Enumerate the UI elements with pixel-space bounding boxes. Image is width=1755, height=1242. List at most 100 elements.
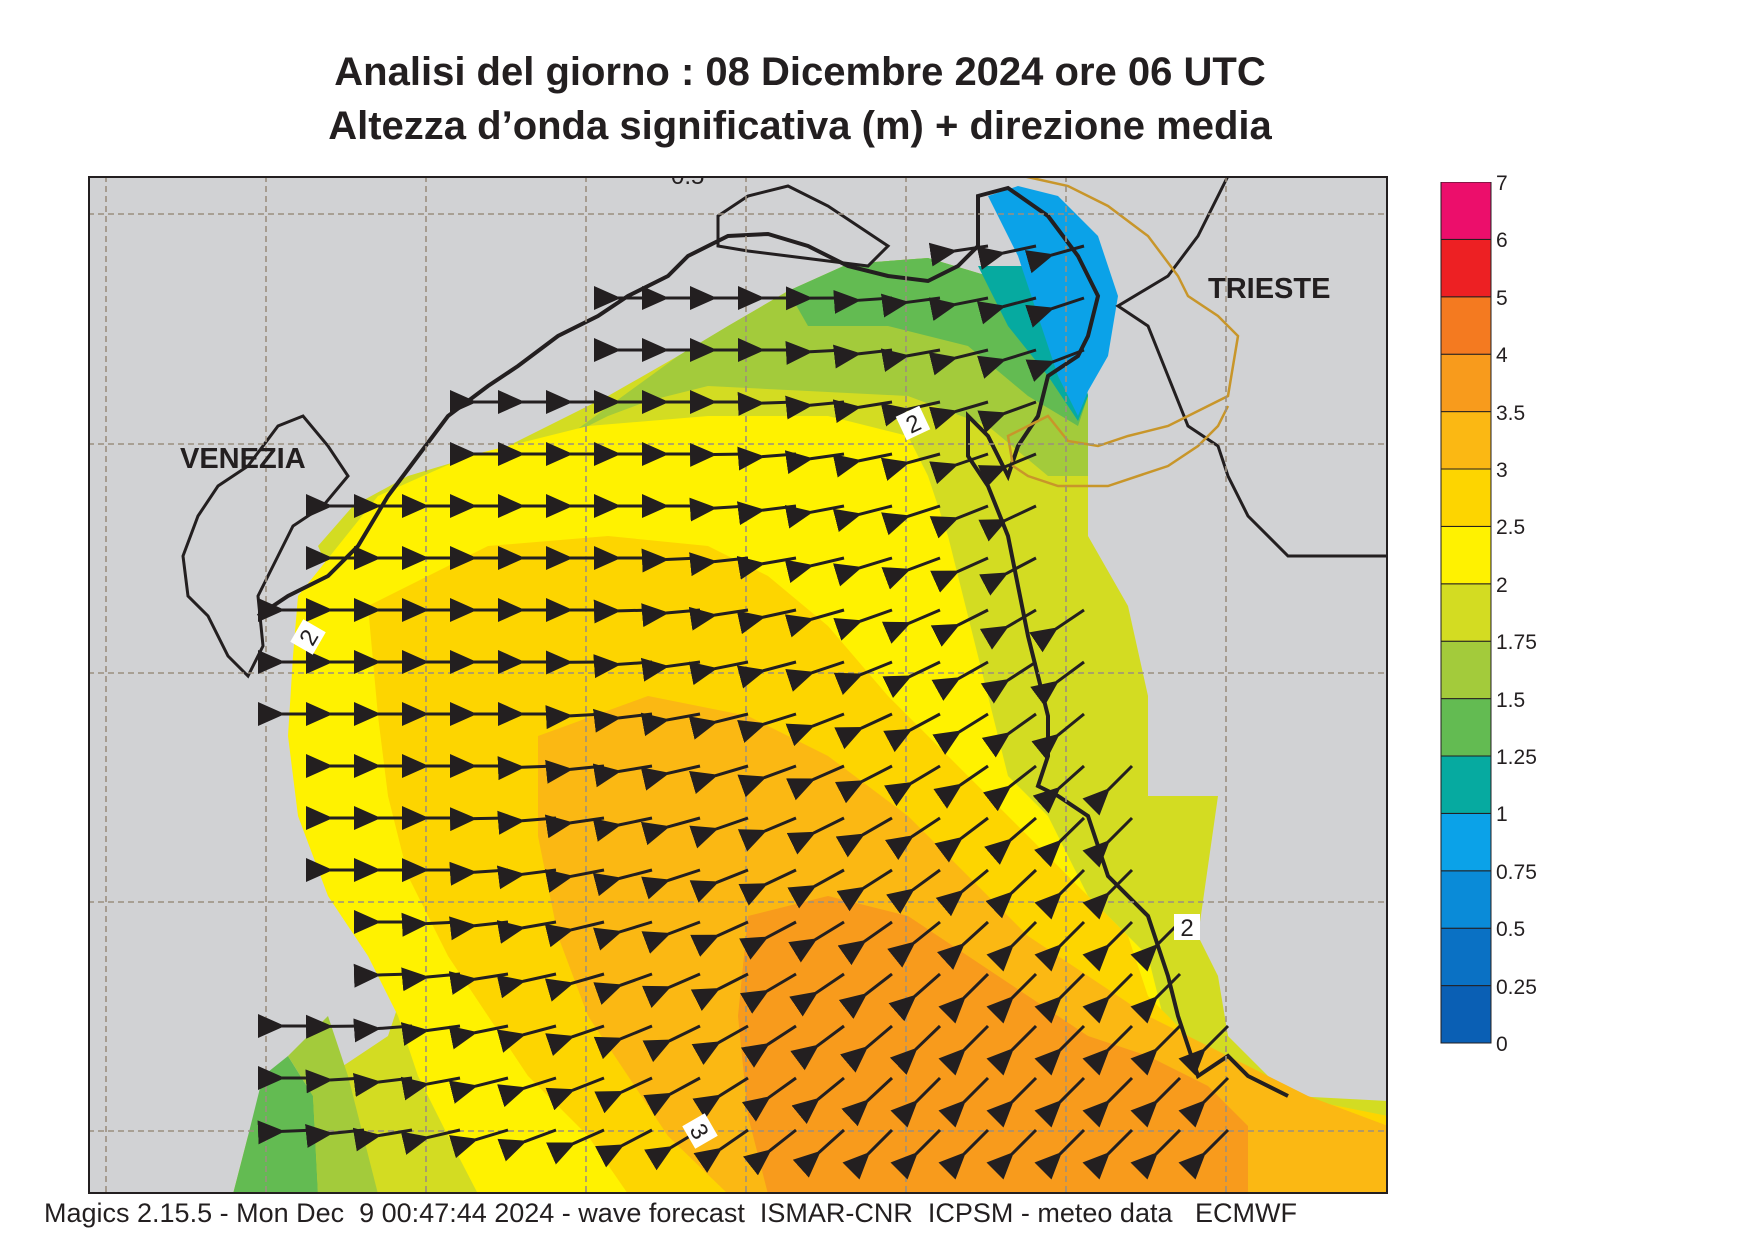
contour-label: 2 (290, 619, 326, 655)
wave-direction-arrow (690, 972, 749, 1011)
wave-direction-arrow (593, 972, 653, 1005)
legend-swatch (1440, 353, 1492, 413)
wave-direction-arrow (934, 816, 989, 863)
legend-level-label: 2.5 (1496, 516, 1526, 540)
wave-direction-arrow (933, 764, 989, 809)
wave-direction-arrow (1034, 972, 1086, 1024)
wave-direction-arrow (1024, 244, 1085, 274)
wave-direction-arrow (833, 556, 893, 587)
legend-swatch (1440, 698, 1492, 757)
wave-direction-arrow (836, 868, 893, 912)
wave-direction-arrow (986, 1024, 1038, 1076)
wave-direction-arrow (979, 608, 1037, 650)
wave-direction-arrow (935, 868, 989, 917)
wave-direction-arrow (1034, 1076, 1086, 1128)
wave-direction-arrow (1130, 1076, 1182, 1128)
wave-direction-arrow (986, 920, 1038, 972)
sea-blue-band (988, 186, 1118, 416)
wave-direction-arrow (890, 1076, 942, 1128)
top-edge-label: 0.5 (671, 176, 704, 190)
wave-direction-arrow (791, 1076, 845, 1125)
wave-direction-arrow (743, 1128, 797, 1176)
wave-direction-arrow (688, 764, 749, 794)
legend-level-label: 0 (1496, 1033, 1508, 1056)
legend-level-label: 1.75 (1496, 631, 1537, 655)
wave-direction-arrow (689, 497, 749, 522)
wave-direction-arrow (741, 1076, 797, 1122)
wave-direction-arrow (938, 1128, 990, 1180)
wave-direction-arrow (977, 400, 1037, 434)
wave-direction-arrow (401, 912, 461, 937)
legend-level-label: 1 (1496, 803, 1508, 827)
wave-direction-arrow (400, 1128, 461, 1155)
legend-level-label: 1.25 (1496, 746, 1537, 769)
footer-credit: Magics 2.15.5 - Mon Dec 9 00:47:44 2024 … (44, 1198, 1297, 1228)
wave-direction-arrow (890, 1128, 942, 1180)
wave-direction-arrow (693, 1128, 749, 1173)
north-coast-land (716, 184, 891, 268)
wave-direction-arrow (1130, 1024, 1182, 1076)
wave-direction-arrow (979, 556, 1037, 596)
wave-direction-arrow (448, 1128, 509, 1159)
wave-direction-arrow (881, 504, 941, 536)
wave-direction-arrow (305, 1069, 365, 1094)
wave-direction-arrow (938, 1076, 990, 1128)
wave-direction-arrow (838, 972, 893, 1019)
wave-direction-arrow (1082, 1024, 1134, 1076)
wave-direction-arrow (978, 504, 1037, 542)
wave-direction-arrow (790, 1024, 845, 1071)
wave-direction-arrow (881, 556, 941, 590)
wave-direction-arrow (592, 816, 653, 842)
wave-direction-arrow (544, 972, 605, 1002)
contour-label: 2 (895, 405, 931, 441)
wave-direction-arrow (982, 764, 1037, 812)
wave-direction-arrow (640, 712, 701, 737)
wave-direction-arrow (738, 868, 797, 906)
legend-level-label: 0.5 (1496, 918, 1526, 942)
wave-direction-arrow (593, 920, 653, 951)
wave-direction-arrow (642, 1024, 701, 1063)
wave-direction-arrow (930, 556, 989, 593)
wave-direction-arrow (739, 972, 797, 1014)
wave-direction-arrow (736, 608, 797, 635)
wave-direction-arrow (545, 1024, 605, 1056)
wave-direction-arrow (887, 920, 941, 968)
wave-direction-arrow (986, 1076, 1038, 1128)
wave-direction-arrow (985, 868, 1038, 919)
wave-direction-arrow (788, 920, 845, 963)
wave-direction-arrow (1082, 972, 1134, 1024)
wave-direction-arrow (785, 712, 845, 747)
wave-direction-arrow (833, 608, 893, 641)
wave-direction-arrow (1034, 868, 1086, 920)
wave-direction-arrow (938, 972, 990, 1024)
wave-direction-arrow (1025, 296, 1085, 328)
legend-level-label: 2 (1496, 573, 1508, 597)
wave-direction-arrow (545, 1076, 605, 1111)
wave-direction-arrow (595, 1128, 653, 1168)
wave-direction-arrow (449, 807, 509, 832)
wave-direction-arrow (692, 1076, 749, 1119)
legend-swatch (1440, 985, 1492, 1044)
wave-direction-arrow (840, 1024, 893, 1073)
wave-direction-arrow (688, 660, 749, 686)
legend-swatch (1440, 583, 1492, 642)
map-frame (88, 176, 1388, 1194)
wave-direction-arrow (497, 1076, 557, 1108)
wave-direction-arrow (1178, 1128, 1230, 1180)
wave-direction-arrow (496, 972, 557, 999)
wave-direction-arrow (841, 1076, 894, 1127)
wave-direction-arrow (883, 712, 941, 753)
wave-direction-arrow (786, 816, 845, 855)
wave-direction-arrow (937, 920, 990, 970)
wave-direction-arrow (981, 712, 1037, 758)
wave-direction-arrow (928, 296, 989, 321)
wave-direction-arrows (257, 242, 1230, 1180)
wave-direction-arrow (977, 452, 1037, 488)
color-legend (1440, 182, 1492, 1044)
legend-swatch (1440, 870, 1492, 929)
wave-direction-arrow (986, 972, 1038, 1024)
istria-land (1115, 176, 1388, 558)
legend-level-label: 6 (1496, 229, 1508, 253)
map-subtitle: Altezza d’onda significativa (m) + direz… (328, 104, 1272, 148)
contour-label: 2 (1174, 914, 1200, 942)
